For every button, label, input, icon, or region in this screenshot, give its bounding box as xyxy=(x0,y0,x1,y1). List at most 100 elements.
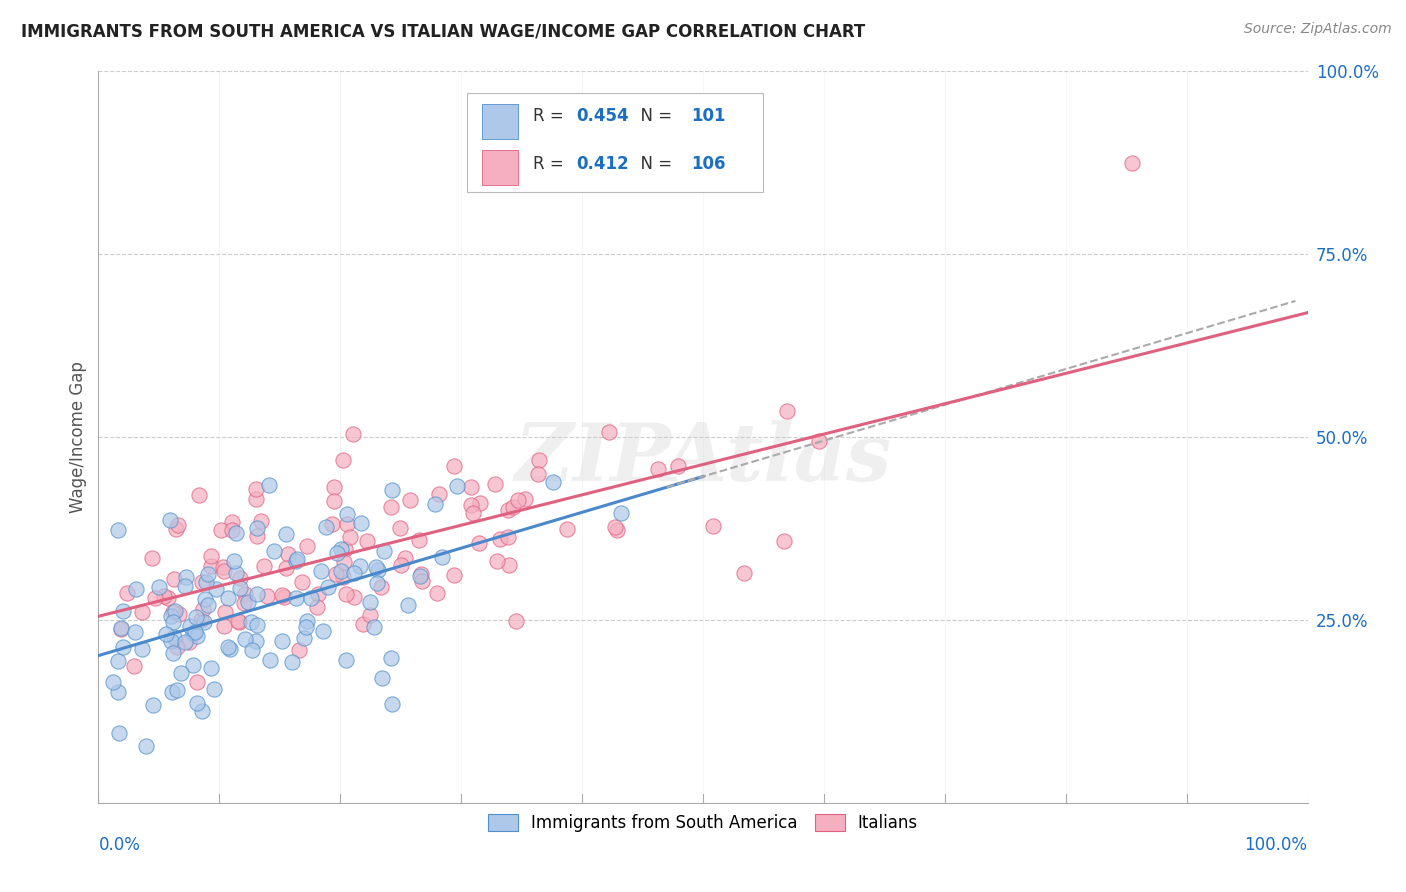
Point xyxy=(141,551,163,566)
Point xyxy=(143,591,166,605)
Point xyxy=(443,568,465,582)
Point xyxy=(332,570,354,584)
Point xyxy=(311,624,333,638)
Point xyxy=(169,665,191,680)
Point xyxy=(325,566,347,581)
Point xyxy=(423,497,446,511)
Point xyxy=(506,492,529,507)
Point xyxy=(107,654,129,668)
Point xyxy=(131,606,153,620)
Point xyxy=(173,635,195,649)
Point xyxy=(461,507,484,521)
Point xyxy=(271,634,294,648)
Point xyxy=(460,480,482,494)
Point xyxy=(165,522,187,536)
Point xyxy=(305,600,328,615)
FancyBboxPatch shape xyxy=(482,103,517,139)
Point xyxy=(343,590,366,604)
Point xyxy=(188,488,211,502)
Point xyxy=(159,634,181,648)
Point xyxy=(468,535,491,549)
Point xyxy=(112,604,135,618)
Point xyxy=(160,685,183,699)
Point xyxy=(486,554,509,568)
Point xyxy=(195,574,218,589)
Point xyxy=(610,506,633,520)
Point xyxy=(246,529,269,543)
Point xyxy=(647,461,669,475)
Point xyxy=(245,482,267,496)
Point xyxy=(162,615,184,629)
Point xyxy=(733,566,755,580)
Point xyxy=(276,560,298,574)
Point xyxy=(229,571,252,585)
Point xyxy=(309,564,332,578)
Point xyxy=(162,605,184,619)
Text: 101: 101 xyxy=(690,107,725,125)
Point xyxy=(460,498,482,512)
Point xyxy=(335,542,357,557)
Point xyxy=(219,641,242,656)
Text: N =: N = xyxy=(630,155,678,173)
Point xyxy=(233,596,256,610)
Point xyxy=(162,646,184,660)
Point xyxy=(142,698,165,713)
Point xyxy=(408,533,430,547)
Point xyxy=(292,631,315,645)
Point xyxy=(505,614,527,628)
Point xyxy=(163,604,186,618)
Point xyxy=(186,675,208,690)
Point xyxy=(250,514,273,528)
Point xyxy=(366,576,388,591)
Point xyxy=(125,582,148,597)
Point xyxy=(233,587,256,601)
Point xyxy=(225,525,247,540)
Point xyxy=(336,516,359,531)
Point xyxy=(325,546,347,560)
Point xyxy=(321,517,343,532)
Point xyxy=(148,581,170,595)
Point xyxy=(329,564,352,578)
Text: Source: ZipAtlas.com: Source: ZipAtlas.com xyxy=(1244,22,1392,37)
Point xyxy=(163,573,186,587)
Point xyxy=(666,458,689,473)
Point xyxy=(166,640,188,654)
Point xyxy=(430,549,453,564)
Point xyxy=(122,659,145,673)
Point xyxy=(229,581,252,595)
Point xyxy=(167,518,190,533)
Point xyxy=(221,515,243,529)
Point xyxy=(606,523,628,537)
Point xyxy=(263,543,285,558)
Point xyxy=(274,526,297,541)
Text: IMMIGRANTS FROM SOUTH AMERICA VS ITALIAN WAGE/INCOME GAP CORRELATION CHART: IMMIGRANTS FROM SOUTH AMERICA VS ITALIAN… xyxy=(21,22,865,40)
Point xyxy=(335,587,357,601)
Point xyxy=(411,574,433,589)
Point xyxy=(343,566,366,580)
Point xyxy=(131,642,153,657)
Point xyxy=(443,459,465,474)
Point xyxy=(191,575,214,590)
Point xyxy=(277,547,299,561)
Point xyxy=(349,559,371,574)
Point xyxy=(246,586,269,600)
Point xyxy=(333,555,356,569)
Point xyxy=(186,628,208,642)
Point xyxy=(291,574,314,589)
Point xyxy=(295,620,318,634)
Point xyxy=(273,590,295,604)
Point xyxy=(236,595,259,609)
Point xyxy=(259,653,281,667)
Point xyxy=(776,404,799,418)
Point xyxy=(191,602,214,616)
Point xyxy=(181,626,204,640)
Point xyxy=(191,704,214,718)
Point xyxy=(295,614,318,628)
Point xyxy=(322,479,344,493)
Point xyxy=(359,607,381,622)
Point xyxy=(339,530,361,544)
Point xyxy=(174,570,197,584)
Point xyxy=(411,566,433,581)
Point xyxy=(246,521,269,535)
Point xyxy=(107,685,129,699)
